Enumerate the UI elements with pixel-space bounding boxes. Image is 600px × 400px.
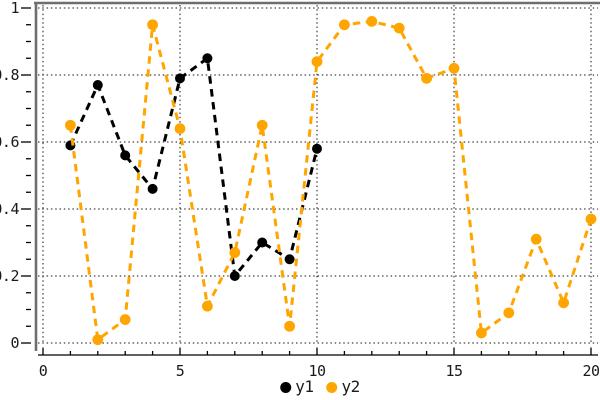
series-marker-y2 <box>256 119 268 131</box>
series-marker-y2 <box>174 123 186 134</box>
y-tick-label: 0.4 <box>0 200 19 218</box>
series-marker-y2 <box>229 247 241 258</box>
series-marker-y2 <box>92 334 104 346</box>
series-line-y1 <box>69 55 319 280</box>
legend-item-y1: y1 <box>280 377 314 396</box>
series-marker-y2 <box>585 213 597 225</box>
gridlines <box>38 5 598 344</box>
series-marker-y2 <box>65 119 76 131</box>
series-marker-y1 <box>202 53 213 64</box>
series-y2-marker-icon <box>326 381 338 393</box>
legend: y1 y2 <box>280 379 360 395</box>
y-tick-label: 0.2 <box>0 267 19 285</box>
series-marker-y1 <box>257 237 268 248</box>
legend-item-y2: y2 <box>326 377 361 396</box>
series-marker-y1 <box>92 80 103 91</box>
x-tick-label: 15 <box>445 362 462 380</box>
x-tick-labels: 0 5 10 15 20 <box>39 362 600 380</box>
series-marker-y2 <box>421 72 432 84</box>
axis-spines <box>34 1 600 351</box>
y-tick-label: 0 <box>10 334 19 352</box>
y-tick-label: 0.8 <box>0 66 19 84</box>
series-line-y2 <box>68 19 593 343</box>
y-tick-label: 0.6 <box>0 133 19 151</box>
series-marker-y1 <box>120 150 131 161</box>
series-marker-y2 <box>311 56 323 67</box>
series-marker-y2 <box>558 297 569 309</box>
series-marker-y2 <box>202 300 213 312</box>
y-axis <box>21 7 31 344</box>
series-y1-marker-icon <box>280 381 292 393</box>
series-marker-y2 <box>393 22 405 34</box>
series-marker-y1 <box>312 143 322 154</box>
series-marker-y2 <box>366 16 378 27</box>
x-tick-label: 10 <box>308 362 326 380</box>
series-marker-y1 <box>175 73 185 84</box>
legend-label-y1: y1 <box>295 377 314 396</box>
x-axis <box>38 347 598 356</box>
series-marker-y2 <box>339 19 350 31</box>
series-marker-y2 <box>503 307 515 319</box>
x-tick-label: 0 <box>39 362 48 380</box>
x-tick-label: 20 <box>582 362 600 380</box>
series-y2 <box>65 16 597 346</box>
series-marker-y1 <box>229 271 240 281</box>
x-tick-label: 5 <box>176 362 185 380</box>
series-y1 <box>65 53 322 281</box>
series-marker-y2 <box>530 233 542 245</box>
series-marker-y2 <box>448 62 460 74</box>
y-tick-label: 1 <box>10 0 19 17</box>
series-marker-y1 <box>147 183 158 194</box>
series-marker-y2 <box>476 327 487 339</box>
legend-label-y2: y2 <box>341 377 361 396</box>
series-marker-y2 <box>119 314 131 325</box>
series-marker-y2 <box>284 320 295 332</box>
series-marker-y2 <box>147 19 159 31</box>
y-tick-labels: 0 0.2 0.4 0.6 0.8 1 <box>0 0 20 352</box>
series-marker-y1 <box>284 254 295 265</box>
